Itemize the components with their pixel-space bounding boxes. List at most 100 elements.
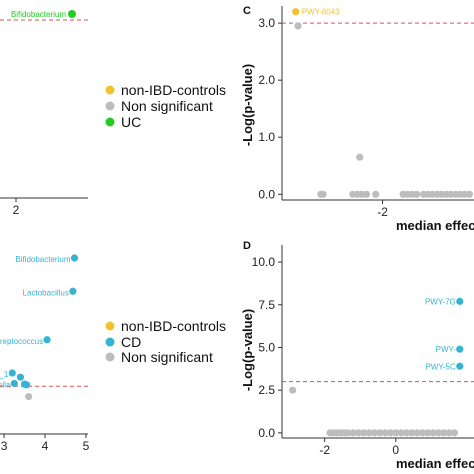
y-tick-label: 10.0 <box>252 255 276 269</box>
data-point <box>372 190 380 198</box>
data-point <box>418 429 427 437</box>
y-tick-label: 7.5 <box>258 298 275 312</box>
x-tick-label: 3 <box>1 439 8 453</box>
panel-letter: C <box>243 5 251 17</box>
legend-label-uc: UC <box>121 114 141 130</box>
y-tick-label: 2.0 <box>258 73 275 87</box>
data-point <box>8 369 16 377</box>
x-tick-label: 0 <box>392 443 399 457</box>
point-label: Veillonella <box>0 380 11 389</box>
data-point <box>376 429 384 437</box>
data-point <box>408 429 416 437</box>
panel-bottomleft: 3 4 5 Bifidobacterium Lactobacillus Streptoc… <box>0 254 90 453</box>
y-ticks: 0.0 1.0 2.0 3.0 <box>258 16 282 201</box>
data-point <box>386 429 395 437</box>
data-point <box>70 254 79 262</box>
point-label: PWY-5C <box>425 362 456 371</box>
data-point <box>370 429 379 437</box>
legend-label-non-ibd: non-IBD-controls <box>121 82 226 98</box>
data-point <box>413 190 421 198</box>
data-points: Bifidobacterium Lactobacillus Streptococcu… <box>0 254 88 401</box>
data-point <box>10 379 18 388</box>
data-point <box>25 392 33 401</box>
x-tick-label: -2 <box>377 205 388 219</box>
data-point <box>445 429 453 437</box>
legend-swatch-non-significant <box>105 101 115 111</box>
y-ticks: 0.0 2.5 5.0 7.5 10.0 <box>252 255 282 440</box>
data-point <box>16 373 25 381</box>
data-point <box>429 429 437 437</box>
y-axis-label: -Log(p-value) <box>240 64 255 146</box>
data-point <box>397 429 405 437</box>
data-point <box>69 287 77 295</box>
legend-top: non-IBD-controls Non significant UC <box>105 82 226 130</box>
data-point <box>43 336 51 344</box>
data-points: PWY-7G PWY- PWY-5C <box>282 297 474 437</box>
data-point <box>434 429 443 437</box>
data-point <box>440 429 448 437</box>
legend-bottom: non-IBD-controls CD Non significant <box>105 318 226 365</box>
x-tick-label: 5 <box>83 439 90 453</box>
data-point <box>289 386 297 394</box>
legend-swatch-non-significant <box>105 352 115 362</box>
y-tick-label: 3.0 <box>258 16 275 30</box>
y-axis-label: -Log(p-value) <box>240 309 255 391</box>
data-point <box>424 429 432 437</box>
data-point <box>319 190 327 198</box>
panel-d: D -Log(p-value) median effect 0.0 2.5 5.0 7… <box>240 240 474 471</box>
data-point <box>392 429 400 437</box>
data-point <box>360 429 368 437</box>
y-tick-label: 0.0 <box>258 187 275 201</box>
data-points: PWY-6043 <box>282 8 474 198</box>
panel-c: C -Log(p-value) median effect 0.0 1.0 2.0 3… <box>240 5 474 233</box>
y-tick-label: 1.0 <box>258 130 275 144</box>
x-tick-label: 4 <box>42 439 49 453</box>
point-label: Bifidobacterium <box>11 10 66 19</box>
panel-letter: D <box>243 240 251 252</box>
data-point <box>344 429 352 437</box>
y-tick-label: 2.5 <box>258 383 275 397</box>
point-label: PWY-6043 <box>302 8 341 17</box>
y-tick-label: 0.0 <box>258 426 275 440</box>
data-point <box>294 22 302 30</box>
legend-swatch-cd <box>105 337 115 347</box>
data-point <box>465 190 474 198</box>
point-label: Bifidobacterium <box>15 255 70 264</box>
point-label: Lactobacillus <box>23 288 69 297</box>
point-label: Streptococcus <box>0 337 43 346</box>
legend-swatch-non-ibd <box>105 85 115 95</box>
data-point <box>23 381 31 389</box>
legend-label-cd: CD <box>121 334 141 350</box>
x-ticks: -2 0 <box>319 438 399 457</box>
panel-topleft: 2 Bifidobacterium <box>0 10 88 217</box>
data-point <box>381 429 389 437</box>
data-point <box>362 190 371 198</box>
x-axis-label: median effect <box>396 218 474 233</box>
data-point-uc <box>68 10 76 18</box>
point-label: PWY- <box>436 345 456 354</box>
point-label: PWY-7G <box>425 297 456 306</box>
legend-swatch-non-ibd <box>105 321 115 331</box>
legend-label-non-significant: Non significant <box>121 349 213 365</box>
data-point <box>456 362 464 370</box>
data-point <box>292 8 300 16</box>
data-point <box>450 429 459 437</box>
x-ticks: -2 <box>377 200 388 219</box>
point-label: stridium_sensu_stricto_1 <box>0 370 9 379</box>
data-point <box>349 429 357 437</box>
data-point <box>456 345 464 353</box>
x-tick-label: -2 <box>319 443 330 457</box>
x-tick-label: 2 <box>13 203 20 217</box>
data-point <box>402 429 411 437</box>
x-axis-label: median effect <box>396 456 474 471</box>
y-tick-label: 5.0 <box>258 340 275 354</box>
data-point <box>456 297 464 305</box>
legend-label-non-significant: Non significant <box>121 98 213 114</box>
x-ticks: 3 4 5 <box>1 434 90 453</box>
data-point <box>356 153 364 161</box>
legend-swatch-uc <box>105 117 115 127</box>
data-point <box>413 429 421 437</box>
data-point <box>354 429 363 437</box>
legend-label-non-ibd: non-IBD-controls <box>121 318 226 334</box>
